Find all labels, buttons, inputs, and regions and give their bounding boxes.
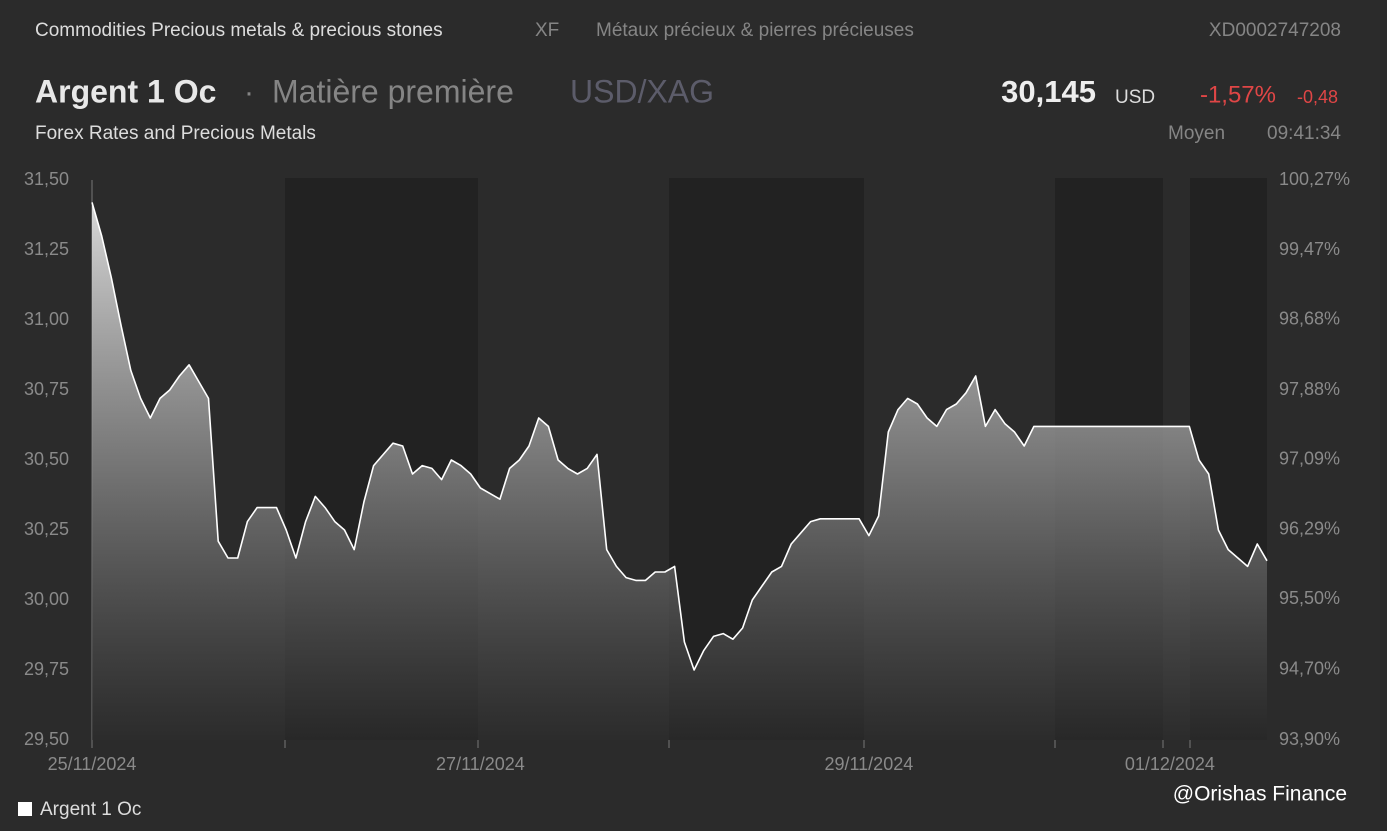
change: -0,48 xyxy=(1297,87,1338,107)
y-tick-label: 31,50 xyxy=(24,169,69,189)
y2-tick-label: 95,50% xyxy=(1279,588,1340,608)
x-axis-ticks xyxy=(91,740,1191,748)
legend-swatch xyxy=(18,802,32,816)
x-tick-label: 29/11/2024 xyxy=(824,754,913,774)
y-tick-label: 30,25 xyxy=(24,519,69,539)
kind: Matière première xyxy=(272,73,514,109)
separator: · xyxy=(244,76,254,109)
y-tick-label: 31,00 xyxy=(24,309,69,329)
isin: XD0002747208 xyxy=(1209,20,1341,41)
code: XF xyxy=(535,20,559,41)
y-tick-label: 31,25 xyxy=(24,239,69,259)
y2-tick-label: 97,09% xyxy=(1279,448,1340,468)
y-tick-label: 30,00 xyxy=(24,589,69,609)
time: 09:41:34 xyxy=(1267,123,1341,144)
price: 30,145 xyxy=(1001,74,1096,109)
y2-tick-label: 93,90% xyxy=(1279,729,1340,749)
x-tick-label: 25/11/2024 xyxy=(48,754,137,774)
area xyxy=(92,202,1267,740)
y-tick-label: 29,50 xyxy=(24,729,69,749)
change-pct: -1,57% xyxy=(1200,81,1276,108)
y2-tick-label: 99,47% xyxy=(1279,239,1340,259)
line xyxy=(91,202,1268,671)
y2-tick-label: 98,68% xyxy=(1279,309,1340,329)
market: Forex Rates and Precious Metals xyxy=(35,123,316,144)
pair: USD/XAG xyxy=(570,73,714,109)
instrument-name: Argent 1 Oc xyxy=(35,73,216,109)
x-tick-label: 01/12/2024 xyxy=(1125,754,1215,774)
currency: USD xyxy=(1115,87,1155,108)
y2-tick-label: 97,88% xyxy=(1279,379,1340,399)
y2-tick-label: 100,27% xyxy=(1279,169,1350,189)
watermark: @Orishas Finance xyxy=(1173,783,1347,806)
legend-label: Argent 1 Oc xyxy=(40,799,141,820)
y2-tick-label: 94,70% xyxy=(1279,658,1340,678)
y-tick-label: 29,75 xyxy=(24,659,69,679)
y-tick-label: 30,75 xyxy=(24,379,69,399)
category-fr: Métaux précieux & pierres précieuses xyxy=(596,20,914,41)
x-tick-label: 27/11/2024 xyxy=(436,754,525,774)
price-type: Moyen xyxy=(1168,123,1225,144)
category: Commodities Precious metals & precious s… xyxy=(35,20,443,41)
y-tick-label: 30,50 xyxy=(24,449,69,469)
y2-tick-label: 96,29% xyxy=(1279,519,1340,539)
